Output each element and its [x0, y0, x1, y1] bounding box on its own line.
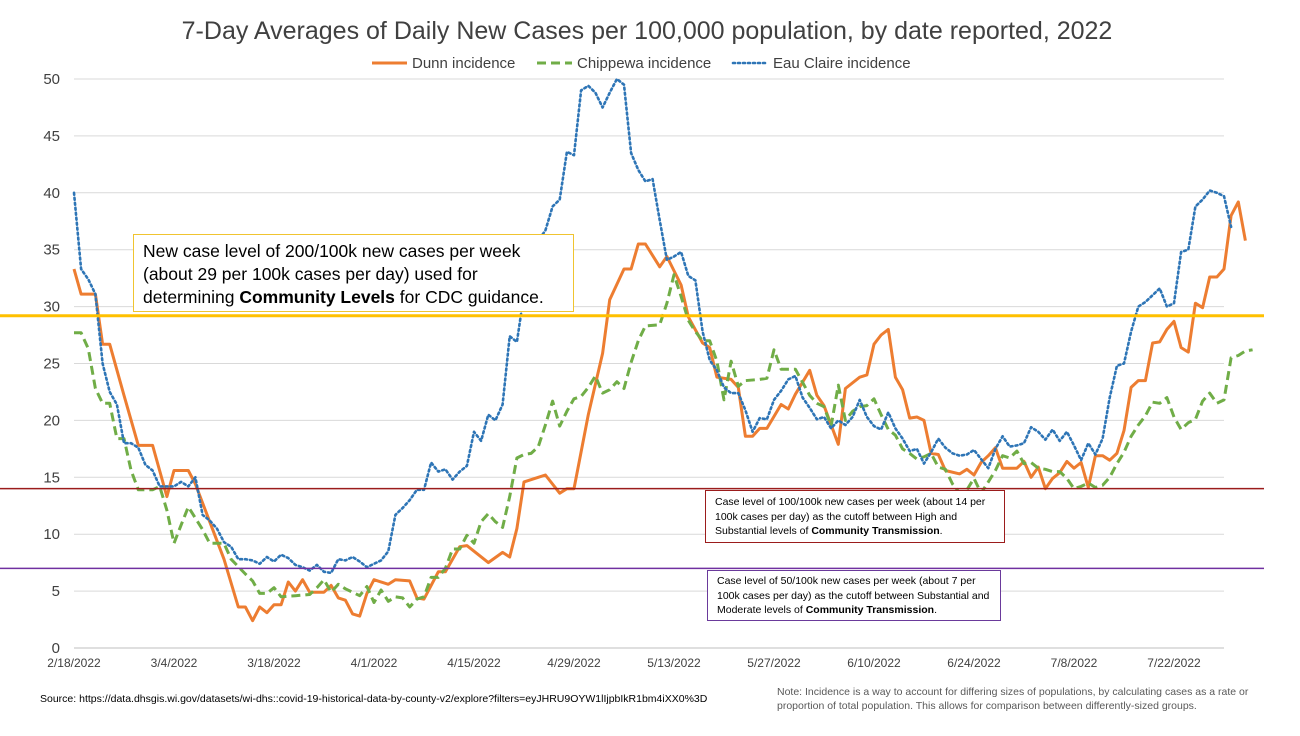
x-tick-label: 5/27/2022	[747, 656, 801, 670]
x-axis: 2/18/2022 3/4/2022 3/18/2022 4/1/2022 4/15/2…	[47, 656, 1201, 670]
annotation-bold-text: Community Transmission	[805, 604, 935, 616]
y-tick-label: 25	[43, 356, 60, 373]
series-line-chippewa	[74, 273, 1253, 609]
x-tick-label: 3/4/2022	[151, 656, 198, 670]
high-transmission-annotation: Case level of 100/100k new cases per wee…	[705, 490, 1005, 543]
cdc-community-level-annotation: New case level of 200/100k new cases per…	[133, 234, 574, 312]
y-tick-label: 50	[43, 71, 60, 88]
y-tick-label: 40	[43, 185, 60, 202]
annotation-text: Case level of 50/100k new cases per week…	[717, 575, 990, 616]
y-tick-label: 5	[52, 583, 60, 600]
x-tick-label: 7/22/2022	[1147, 656, 1201, 670]
annotation-bold-text: Community Levels	[239, 287, 395, 307]
annotation-text-end: for CDC guidance.	[394, 287, 544, 307]
y-tick-label: 15	[43, 469, 60, 486]
legend-label: Eau Claire incidence	[773, 55, 911, 72]
y-tick-label: 45	[43, 128, 60, 145]
grid-lines	[74, 78, 1224, 649]
x-tick-label: 4/29/2022	[547, 656, 601, 670]
series-line-eau	[72, 77, 1233, 575]
source-citation: Source: https://data.dhsgis.wi.gov/datas…	[40, 693, 708, 705]
chart-title: 7-Day Averages of Daily New Cases per 10…	[182, 17, 1113, 45]
y-tick-label: 10	[43, 526, 60, 543]
x-tick-label: 3/18/2022	[247, 656, 301, 670]
x-tick-label: 6/24/2022	[947, 656, 1001, 670]
legend: Dunn incidence Chippewa incidence Eau Clai…	[372, 55, 911, 72]
reference-lines	[0, 314, 1264, 570]
y-tick-label: 20	[43, 412, 60, 429]
legend-label: Dunn incidence	[412, 55, 515, 72]
annotation-text-end: .	[939, 525, 943, 537]
annotation-text-end: .	[934, 604, 937, 616]
annotation-bold-text: Community Transmission	[811, 525, 940, 537]
x-tick-label: 5/13/2022	[647, 656, 701, 670]
series-layer	[72, 77, 1253, 623]
y-tick-label: 0	[52, 640, 60, 657]
x-tick-label: 7/8/2022	[1051, 656, 1098, 670]
x-tick-label: 2/18/2022	[47, 656, 101, 670]
moderate-transmission-annotation: Case level of 50/100k new cases per week…	[707, 570, 1001, 621]
x-tick-label: 4/15/2022	[447, 656, 501, 670]
series-line-dunn	[72, 200, 1247, 623]
y-tick-label: 35	[43, 242, 60, 259]
y-tick-label: 30	[43, 299, 60, 316]
x-tick-label: 6/10/2022	[847, 656, 901, 670]
incidence-note: Note: Incidence is a way to account for …	[777, 686, 1249, 712]
annotation-text: Case level of 100/100k new cases per wee…	[715, 496, 986, 537]
annotation-text: New case level of 200/100k new cases per…	[143, 241, 521, 307]
y-axis: 0 5 10 15 20 25 30 35 40 45 50	[43, 71, 60, 657]
legend-label: Chippewa incidence	[577, 55, 711, 72]
x-tick-label: 4/1/2022	[351, 656, 398, 670]
